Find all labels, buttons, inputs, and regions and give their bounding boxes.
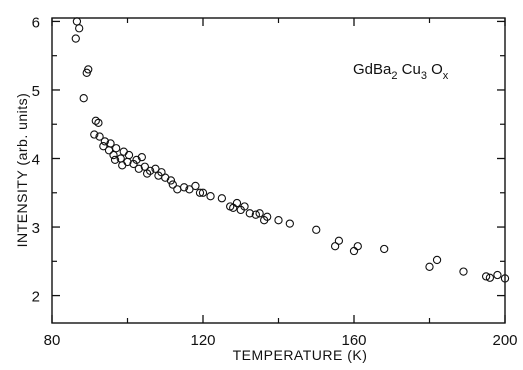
x-axis-label: TEMPERATURE (K) (233, 347, 368, 363)
compound-annotation: GdBa2 Cu3 Ox (353, 61, 449, 82)
data-point (109, 150, 118, 160)
data-point (90, 130, 99, 139)
data-point (124, 150, 134, 160)
data-point (349, 246, 359, 256)
data-point (493, 270, 502, 280)
data-point (312, 225, 321, 234)
y-tick-label: 4 (32, 152, 40, 169)
data-point (157, 168, 166, 177)
x-tick-label: 160 (341, 332, 366, 349)
data-point (380, 244, 389, 254)
x-tick-label: 80 (44, 332, 61, 349)
data-point (245, 209, 254, 218)
data-point (129, 159, 138, 169)
data-point (166, 176, 176, 185)
data-point (145, 166, 155, 175)
data-point (82, 68, 91, 77)
data-point (481, 272, 491, 281)
data-point (185, 185, 194, 194)
data-point (191, 181, 200, 191)
data-point (255, 209, 264, 218)
x-tick-label: 120 (190, 332, 215, 349)
y-tick-label: 2 (32, 289, 40, 306)
data-point (485, 273, 495, 282)
data-point (263, 212, 272, 221)
data-point (119, 147, 128, 156)
y-tick-label: 3 (32, 220, 40, 237)
data-point (500, 274, 510, 283)
y-tick-label: 5 (32, 83, 40, 100)
data-point (71, 34, 80, 43)
data-point (206, 192, 215, 201)
data-point (274, 216, 283, 225)
data-point (240, 202, 249, 211)
tick-labels: 80 120 160 200 2 3 4 5 6 (32, 14, 518, 349)
data-point (137, 152, 146, 162)
data-point (330, 242, 340, 251)
data-point (151, 164, 160, 173)
data-point (134, 164, 143, 173)
data-point (110, 155, 120, 165)
data-point (198, 188, 208, 197)
data-point (72, 17, 82, 26)
data-point (425, 262, 434, 271)
data-point (100, 137, 109, 146)
data-point (334, 236, 344, 245)
data-point (173, 185, 182, 194)
data-point (285, 219, 294, 228)
data-point (353, 242, 362, 251)
data-point (99, 142, 108, 151)
data-point (217, 194, 227, 203)
data-point (79, 94, 88, 103)
data-point (104, 146, 114, 155)
data-points (71, 17, 510, 283)
data-point (195, 188, 205, 197)
data-point (112, 144, 121, 153)
data-point (232, 198, 242, 208)
data-point (118, 161, 127, 170)
data-point (251, 210, 260, 219)
data-point (91, 116, 100, 125)
data-point (94, 118, 103, 128)
data-point (459, 267, 468, 276)
y-axis-label: INTENSITY (arb. units) (14, 93, 30, 248)
data-point (168, 180, 177, 189)
data-point (95, 132, 104, 141)
x-tick-label: 200 (492, 332, 517, 349)
data-point (179, 183, 189, 192)
data-point (75, 24, 84, 33)
axis-ticks (51, 18, 506, 323)
data-point (432, 255, 442, 265)
y-tick-label: 6 (32, 14, 40, 31)
